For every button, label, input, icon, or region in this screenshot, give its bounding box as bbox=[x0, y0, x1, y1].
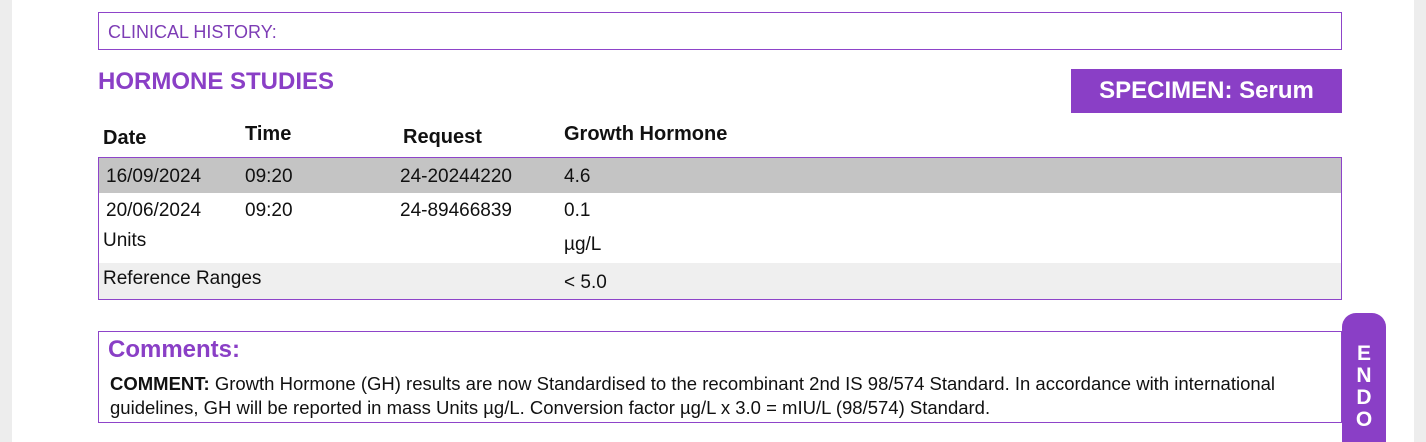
reference-label: Reference Ranges bbox=[103, 268, 262, 289]
row-value: 4.6 bbox=[564, 166, 591, 187]
header-time: Time bbox=[245, 123, 292, 145]
comments-title: Comments: bbox=[108, 336, 241, 363]
clinical-history-label: CLINICAL HISTORY: bbox=[108, 22, 277, 42]
row-value: 0.1 bbox=[564, 200, 591, 221]
side-tab-letter: E bbox=[1356, 342, 1371, 365]
side-tab[interactable]: E N D O bbox=[1342, 313, 1386, 442]
header-request: Request bbox=[403, 126, 482, 148]
clinical-history-box: CLINICAL HISTORY: bbox=[98, 12, 1342, 50]
comment-lead: COMMENT: bbox=[110, 373, 210, 394]
units-value: µg/L bbox=[564, 234, 602, 255]
specimen-badge: SPECIMEN: Serum bbox=[1071, 69, 1342, 113]
comment-text: Growth Hormone (GH) results are now Stan… bbox=[110, 373, 1276, 418]
row-date: 16/09/2024 bbox=[106, 166, 202, 187]
units-label: Units bbox=[103, 230, 147, 251]
row-request: 24-20244220 bbox=[400, 166, 512, 187]
table-row: 16/09/2024 09:20 24-20244220 4.6 bbox=[99, 157, 1341, 193]
section-title: HORMONE STUDIES bbox=[98, 68, 335, 95]
side-tab-letter: O bbox=[1355, 408, 1373, 431]
results-table: 16/09/2024 09:20 24-20244220 4.6 20/06/2… bbox=[98, 157, 1342, 300]
reference-value: < 5.0 bbox=[564, 272, 607, 293]
comments-body: COMMENT: Growth Hormone (GH) results are… bbox=[110, 372, 1320, 420]
header-date: Date bbox=[103, 127, 147, 149]
table-row: 20/06/2024 09:20 24-89466839 0.1 bbox=[99, 193, 1341, 226]
header-growth-hormone: Growth Hormone bbox=[564, 123, 728, 145]
report-page: CLINICAL HISTORY: HORMONE STUDIES SPECIM… bbox=[12, 0, 1414, 442]
row-request: 24-89466839 bbox=[400, 200, 512, 221]
side-tab-letter: N bbox=[1356, 364, 1372, 387]
comments-box: Comments: COMMENT: Growth Hormone (GH) r… bbox=[98, 331, 1342, 423]
reference-row: Reference Ranges < 5.0 bbox=[99, 263, 1341, 299]
row-time: 09:20 bbox=[245, 200, 293, 221]
row-time: 09:20 bbox=[245, 166, 293, 187]
row-date: 20/06/2024 bbox=[106, 200, 202, 221]
units-row: Units µg/L bbox=[99, 226, 1341, 263]
side-tab-letter: D bbox=[1356, 386, 1372, 409]
